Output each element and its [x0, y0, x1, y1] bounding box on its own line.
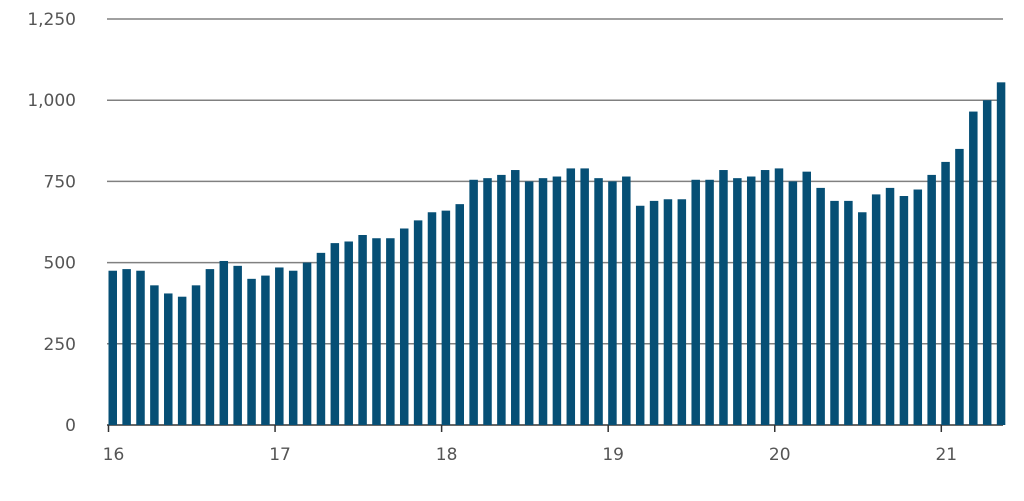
bar — [774, 168, 784, 425]
bar — [955, 148, 964, 426]
bar — [719, 170, 728, 425]
bar — [427, 212, 437, 425]
y-tick-label: 1,250 — [27, 10, 76, 30]
bar — [122, 269, 131, 425]
bar — [386, 238, 395, 425]
bars — [108, 82, 1006, 426]
bar — [941, 161, 950, 426]
bar — [108, 270, 117, 425]
bar — [177, 296, 187, 425]
bar — [413, 220, 423, 425]
bar — [275, 267, 284, 425]
bar — [663, 199, 673, 425]
bar — [844, 200, 853, 425]
bar — [608, 181, 617, 425]
bar — [330, 243, 340, 425]
bar — [580, 168, 589, 425]
bar — [733, 178, 742, 425]
bar — [372, 238, 381, 425]
bar — [705, 179, 714, 425]
bar — [566, 168, 576, 425]
y-tick-label: 0 — [65, 416, 76, 436]
bar — [288, 270, 298, 425]
bar — [344, 241, 353, 425]
bar — [899, 196, 909, 425]
bar — [469, 179, 478, 425]
bar — [358, 234, 367, 425]
x-tick-label: 16 — [103, 445, 125, 465]
bar — [982, 100, 992, 425]
bar — [164, 293, 173, 425]
x-tick-label: 17 — [269, 445, 291, 465]
bar — [538, 178, 548, 425]
bar — [483, 178, 492, 425]
bar — [746, 176, 756, 425]
bar — [497, 174, 506, 425]
bar — [927, 174, 936, 425]
bar — [677, 199, 687, 425]
bar — [913, 189, 923, 425]
bar — [622, 176, 631, 425]
bar — [136, 270, 145, 425]
bar — [233, 265, 242, 425]
bar — [969, 111, 978, 426]
bar — [858, 212, 867, 425]
x-axis-ticks: 16 17 18 19 20 21 — [103, 425, 957, 465]
bar — [455, 204, 464, 425]
y-tick-label: 250 — [44, 335, 76, 355]
bar — [816, 187, 825, 425]
bar — [691, 179, 700, 425]
y-tick-label: 500 — [44, 254, 76, 274]
bar — [594, 178, 603, 425]
bar — [247, 278, 256, 425]
bar — [635, 205, 645, 425]
bar — [399, 228, 409, 425]
bar — [871, 194, 881, 425]
bar — [261, 275, 270, 425]
bar — [788, 181, 798, 425]
bar — [316, 252, 326, 425]
bar — [996, 82, 1006, 425]
bar — [524, 181, 534, 425]
y-tick-label: 1,000 — [27, 91, 76, 111]
bar — [552, 176, 562, 425]
bar — [802, 171, 811, 425]
bar — [649, 200, 659, 425]
bar — [885, 187, 895, 425]
x-tick-label: 19 — [602, 445, 624, 465]
bar — [150, 285, 159, 425]
bar — [441, 210, 451, 425]
bar — [191, 285, 201, 425]
x-tick-label: 20 — [769, 445, 791, 465]
bar — [302, 262, 312, 425]
x-tick-label: 21 — [935, 445, 957, 465]
bar — [205, 269, 215, 425]
bar — [219, 260, 229, 425]
y-axis-ticks: 0 250 500 750 1,000 1,250 — [27, 10, 76, 436]
bar — [760, 170, 770, 425]
bar — [511, 170, 520, 425]
y-tick-label: 750 — [44, 172, 76, 192]
x-tick-label: 18 — [436, 445, 458, 465]
bar — [830, 200, 839, 425]
